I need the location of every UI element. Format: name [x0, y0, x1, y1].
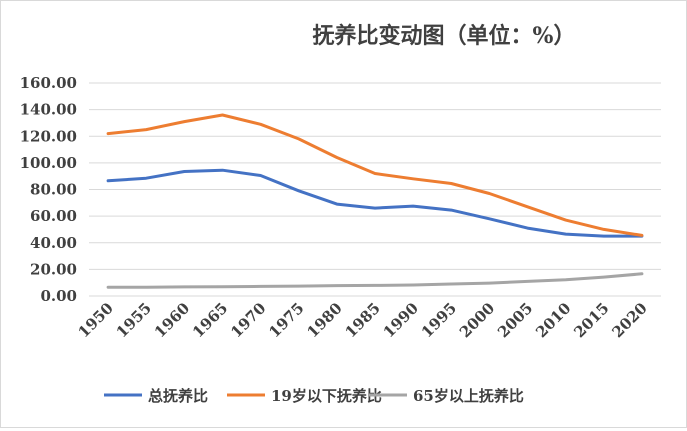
y-tick-label: 60.00 [30, 207, 77, 225]
x-tick-label: 2015 [570, 299, 612, 341]
series-line-1 [106, 113, 644, 237]
x-tick-label: 1955 [113, 299, 155, 341]
y-tick-label: 100.00 [20, 154, 77, 172]
x-tick-label: 2010 [532, 299, 574, 341]
series-line-0 [106, 168, 644, 238]
x-tick-label: 2020 [609, 299, 651, 341]
chart-title: 抚养比变动图（单位：%） [313, 23, 576, 49]
y-tick-label: 160.00 [20, 74, 77, 92]
gridlines [89, 82, 661, 297]
x-tick-label: 1990 [380, 299, 422, 341]
y-tick-label: 120.00 [20, 127, 77, 145]
y-tick-label: 140.00 [20, 101, 77, 119]
y-tick-label: 40.00 [30, 234, 77, 252]
legend-label: 总抚养比 [148, 387, 208, 405]
x-tick-label: 2000 [456, 299, 498, 341]
x-tick-label: 1960 [151, 299, 193, 341]
x-tick-label: 1995 [418, 299, 460, 341]
y-tick-label: 0.00 [40, 287, 77, 305]
y-tick-label: 80.00 [30, 181, 77, 199]
x-tick-label: 1980 [303, 299, 345, 341]
x-tick-label: 1965 [189, 299, 231, 341]
series-lines [106, 113, 644, 289]
x-tick-label: 1950 [75, 299, 117, 341]
series-line-2 [106, 272, 644, 289]
y-axis-ticks: 0.00 20.00 40.00 60.00 80.00 100.00 120.00 140.… [20, 74, 77, 305]
legend: 总抚养比 19岁以下抚养比 65岁以上抚养比 [104, 387, 524, 405]
x-axis-ticks: 1950195519601965197019751980198519901995… [75, 299, 651, 341]
x-tick-label: 1975 [265, 299, 307, 341]
y-tick-label: 20.00 [30, 260, 77, 278]
x-tick-label: 2005 [494, 299, 536, 341]
legend-label: 65岁以上抚养比 [413, 387, 524, 405]
x-tick-label: 1970 [227, 299, 269, 341]
x-tick-label: 1985 [342, 299, 384, 341]
legend-label: 19岁以下抚养比 [271, 387, 382, 405]
